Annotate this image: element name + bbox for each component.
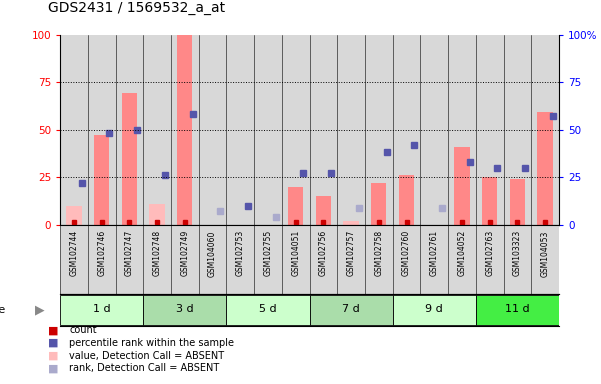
Bar [343, 221, 359, 225]
Bar [88, 35, 115, 225]
Text: GSM104051: GSM104051 [291, 230, 300, 276]
Text: GDS2431 / 1569532_a_at: GDS2431 / 1569532_a_at [48, 2, 225, 15]
Text: GSM102763: GSM102763 [485, 230, 494, 276]
Text: ■: ■ [48, 325, 58, 335]
Bar [227, 295, 310, 325]
Bar [337, 225, 365, 294]
Bar [282, 225, 310, 294]
Text: ▶: ▶ [35, 304, 45, 316]
Bar [60, 295, 143, 325]
Text: GSM102744: GSM102744 [70, 230, 79, 276]
Bar [504, 35, 531, 225]
Text: ■: ■ [48, 351, 58, 361]
Bar [171, 225, 199, 294]
Bar [310, 295, 392, 325]
Text: 1 d: 1 d [93, 305, 111, 314]
Bar [288, 187, 304, 225]
Text: GSM102757: GSM102757 [347, 230, 356, 276]
Bar [143, 295, 227, 325]
Bar [371, 183, 386, 225]
Bar [392, 295, 476, 325]
Bar [122, 93, 137, 225]
Bar [420, 225, 448, 294]
Text: time: time [0, 305, 6, 315]
Bar [448, 225, 476, 294]
Text: 7 d: 7 d [342, 305, 360, 314]
Bar [448, 35, 476, 225]
Text: GSM104052: GSM104052 [457, 230, 466, 276]
Bar [316, 196, 331, 225]
Text: GSM102747: GSM102747 [125, 230, 134, 276]
Bar [365, 35, 392, 225]
Bar [504, 225, 531, 294]
Text: GSM102760: GSM102760 [402, 230, 411, 276]
Bar [199, 35, 227, 225]
Text: 9 d: 9 d [426, 305, 443, 314]
Bar [310, 225, 337, 294]
Text: rank, Detection Call = ABSENT: rank, Detection Call = ABSENT [69, 363, 219, 373]
Bar [476, 295, 559, 325]
Bar [143, 225, 171, 294]
Bar [476, 35, 504, 225]
Bar [227, 35, 254, 225]
Bar [310, 35, 337, 225]
Bar [476, 225, 504, 294]
Bar [399, 175, 414, 225]
Bar [60, 225, 88, 294]
Bar [143, 35, 171, 225]
Text: 11 d: 11 d [505, 305, 529, 314]
Text: 5 d: 5 d [259, 305, 276, 314]
Bar [282, 35, 310, 225]
Text: GSM102749: GSM102749 [180, 230, 189, 276]
Bar [150, 204, 165, 225]
Bar [254, 225, 282, 294]
Text: ■: ■ [48, 363, 58, 373]
Bar [392, 35, 420, 225]
Text: GSM102748: GSM102748 [153, 230, 162, 276]
Bar [392, 225, 420, 294]
Bar [337, 35, 365, 225]
Text: 3 d: 3 d [176, 305, 194, 314]
Bar [171, 35, 199, 225]
Bar [66, 206, 82, 225]
Text: count: count [69, 325, 97, 335]
Text: value, Detection Call = ABSENT: value, Detection Call = ABSENT [69, 351, 224, 361]
Bar [115, 225, 143, 294]
Bar [199, 225, 227, 294]
Text: GSM102756: GSM102756 [319, 230, 328, 276]
Bar [365, 225, 392, 294]
Text: percentile rank within the sample: percentile rank within the sample [69, 338, 234, 348]
Text: GSM102758: GSM102758 [374, 230, 383, 276]
Bar [227, 225, 254, 294]
Text: GSM104060: GSM104060 [208, 230, 217, 276]
Text: GSM104053: GSM104053 [540, 230, 549, 276]
Bar [177, 35, 192, 225]
Bar [454, 147, 469, 225]
Bar [88, 225, 115, 294]
Bar [254, 35, 282, 225]
Text: GSM103323: GSM103323 [513, 230, 522, 276]
Text: GSM102746: GSM102746 [97, 230, 106, 276]
Bar [482, 177, 497, 225]
Bar [510, 179, 525, 225]
Bar [420, 35, 448, 225]
Bar [537, 113, 553, 225]
Text: GSM102761: GSM102761 [430, 230, 439, 276]
Text: GSM102753: GSM102753 [236, 230, 245, 276]
Text: GSM102755: GSM102755 [263, 230, 272, 276]
Bar [115, 35, 143, 225]
Bar [531, 225, 559, 294]
Bar [60, 35, 88, 225]
Bar [94, 135, 109, 225]
Text: ■: ■ [48, 338, 58, 348]
Bar [531, 35, 559, 225]
